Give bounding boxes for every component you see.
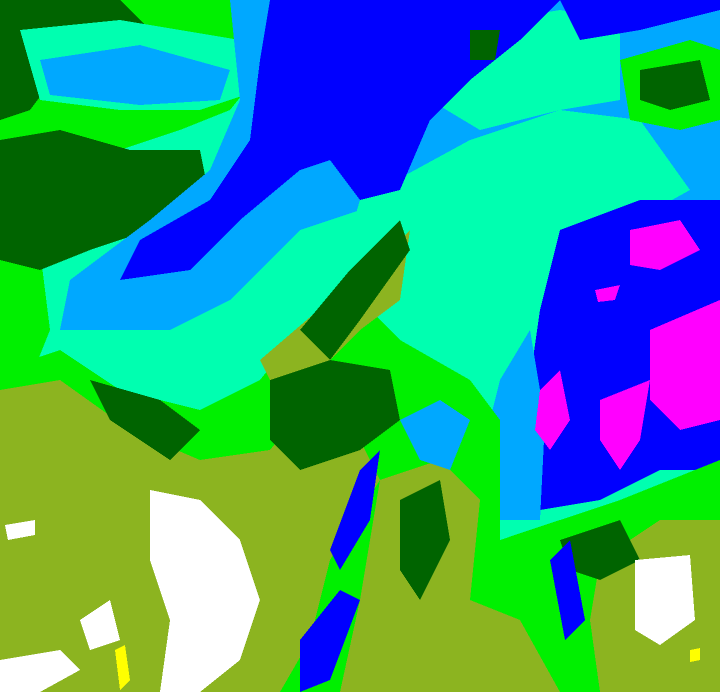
white-patch-far-left xyxy=(5,520,35,540)
lower-blue-streak-2 xyxy=(300,590,360,692)
magenta-patch-2 xyxy=(650,300,720,430)
central-dark-green-block xyxy=(270,360,400,470)
lower-skyblue-streak xyxy=(400,400,470,470)
lower-dark-green-strip xyxy=(400,480,450,600)
left-dark-green-band xyxy=(0,130,210,270)
central-aquamarine-core xyxy=(330,110,690,390)
white-patch-right xyxy=(635,555,695,645)
center-dark-green-strip xyxy=(300,220,410,360)
magenta-patch-3 xyxy=(600,380,650,470)
blue-top-right xyxy=(560,0,720,40)
lower-center-olive xyxy=(340,460,560,692)
top-left-skyblue-lobe xyxy=(40,45,230,105)
magenta-patch-4 xyxy=(535,370,570,450)
white-patch-left xyxy=(150,490,260,692)
lower-right-dark-green xyxy=(560,520,640,580)
lower-blue-streak-1 xyxy=(330,450,380,570)
top-dark-green-spot xyxy=(470,30,500,60)
white-patch-bottom-left xyxy=(0,650,80,692)
magenta-patch-5 xyxy=(595,285,620,302)
white-patch-small-left xyxy=(80,600,120,650)
yellow-speck-1 xyxy=(115,645,130,690)
lower-blue-streak-3 xyxy=(550,540,585,640)
top-right-dark-green xyxy=(640,60,710,110)
magenta-patch-1 xyxy=(630,220,700,270)
blue-diagonal-band xyxy=(120,0,560,280)
right-blue-storm xyxy=(520,200,720,510)
yellow-speck-2 xyxy=(690,648,700,662)
left-dark-green-streak xyxy=(90,380,200,460)
